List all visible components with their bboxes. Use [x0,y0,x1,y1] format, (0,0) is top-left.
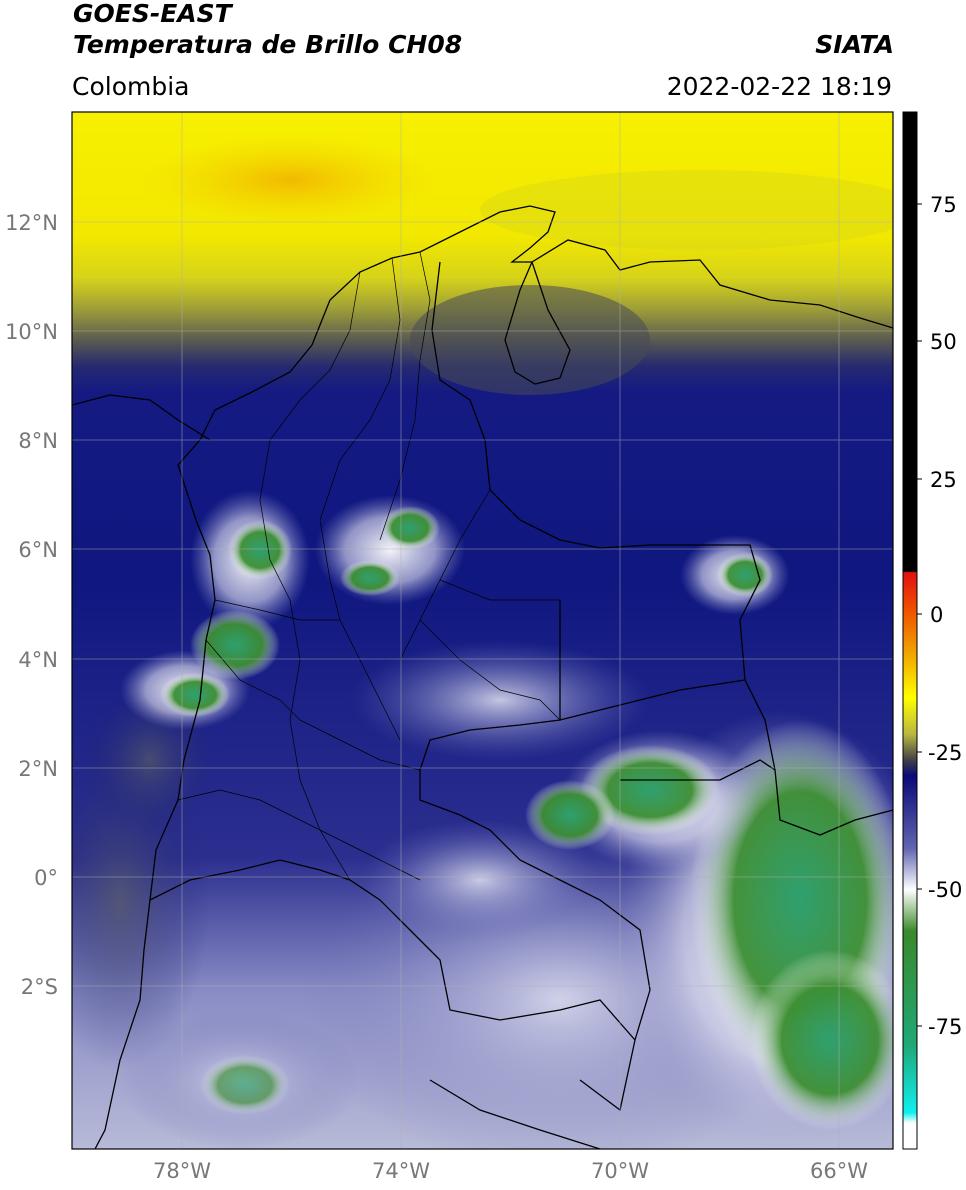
lat-tick-label: 8°N [18,429,58,453]
colorbar-tick-label: 75 [930,193,957,217]
lat-tick-label: 10°N [5,320,58,344]
colorbar-frame [902,111,918,1150]
graticule [72,112,893,1149]
colorbar [903,112,917,1149]
lat-tick-label: 4°N [18,648,58,672]
colorbar-tick-label: -25 [928,741,962,765]
lon-tick-label: 70°W [591,1159,649,1183]
lat-tick-label: 6°N [18,538,58,562]
colorbar-tick-label: 0 [930,603,943,627]
colorbar-tick-label: 50 [930,330,957,354]
lat-tick-label: 12°N [5,211,58,235]
map-frame [71,111,894,1150]
colorbar-tick-label: -75 [928,1015,962,1039]
region-label: Colombia [72,72,190,101]
product-title: Temperatura de Brillo CH08 [73,30,463,59]
lon-tick-label: 74°W [372,1159,430,1183]
brightness-temperature-field [72,112,893,1149]
lat-tick-label: 2°S [21,975,58,999]
datetime-label: 2022-02-22 18:19 [666,72,892,101]
country-borders [72,205,893,1149]
colorbar-tick-label: 25 [930,468,957,492]
lat-tick-label: 2°N [18,757,58,781]
satellite-name: GOES-EAST [73,0,232,28]
colorbar-tick-label: -50 [928,878,962,902]
lat-tick-label: 0° [34,866,58,890]
lon-tick-label: 66°W [810,1159,868,1183]
colorbar-ticks [917,203,922,1027]
department-boundaries [177,251,561,881]
agency-label: SIATA [815,30,894,59]
lon-tick-label: 78°W [153,1159,211,1183]
